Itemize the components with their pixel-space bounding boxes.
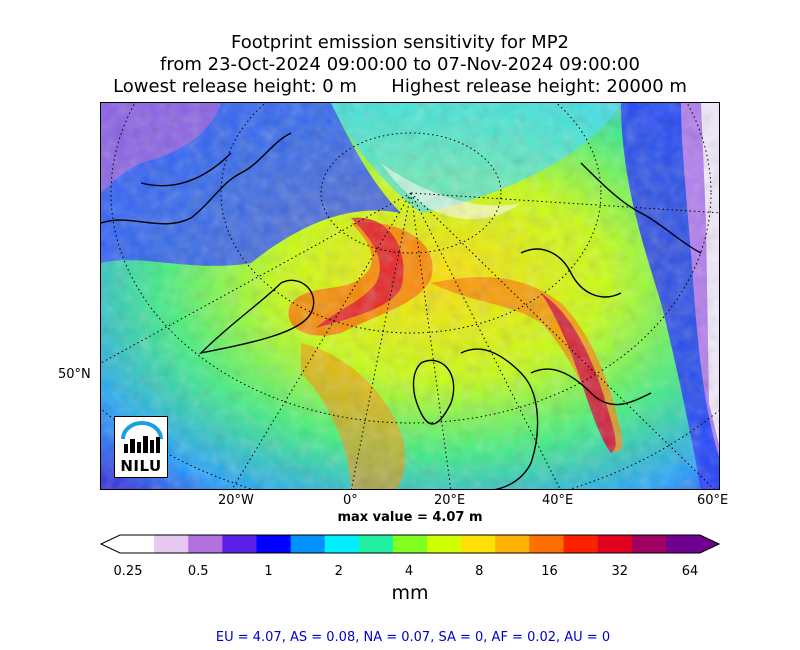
longitude-label-40e: 40°E (542, 493, 574, 508)
colorbar-segment (256, 535, 292, 553)
logo-text: NILU (120, 457, 162, 475)
coastline-svalbard (520, 248, 622, 298)
colorbar-segment (563, 535, 599, 553)
map-canvas (101, 103, 719, 489)
colorbar-segments (101, 535, 719, 553)
colorbar-segment (290, 535, 326, 553)
colorbar-segment (665, 535, 701, 553)
colorbar-segment (461, 535, 496, 553)
colorbar-tick-label: 4 (404, 564, 414, 579)
colorbar-tick-label: 0.25 (113, 564, 143, 579)
colorbar-tick-label: 8 (475, 564, 484, 579)
colorbar-segment (392, 535, 428, 553)
colorbar-tick-label: 0.5 (187, 564, 209, 579)
coastline-scandinavia (460, 348, 539, 489)
colorbar-segment (222, 535, 257, 553)
colorbar-tick-label: 16 (541, 564, 558, 579)
longitude-label-20e: 20°E (434, 493, 466, 508)
colorbar-tick-label: 1 (264, 564, 273, 579)
longitude-label-60e: 60°E (697, 493, 729, 508)
colorbar-segment (529, 535, 565, 553)
colorbar-arrow-high (700, 535, 719, 553)
latitude-label-50n: 50°N (58, 367, 91, 382)
colorbar-tick-label: 32 (611, 564, 629, 579)
colorbar-segment (495, 535, 530, 553)
longitude-label-0: 0° (343, 493, 358, 508)
coastline-canada (140, 152, 232, 187)
colorbar-segment (427, 535, 462, 553)
meridian-40e (410, 192, 561, 489)
max-value-label: max value = 4.07 m (337, 510, 483, 525)
colorbar-tick-label: 2 (334, 564, 343, 579)
footprint-map (100, 102, 720, 490)
meridian-0 (350, 192, 412, 489)
coastline-britain (412, 359, 455, 425)
graticule (101, 103, 719, 489)
meridian-20e (410, 192, 452, 489)
coastline-iceland (198, 279, 315, 355)
latitude-circle-80 (320, 132, 502, 254)
field-texture (101, 103, 719, 489)
title-line-2: from 23-Oct-2024 09:00:00 to 07-Nov-2024… (160, 54, 640, 75)
latitude-circle-70 (220, 103, 602, 334)
colorbar-segment (358, 535, 394, 553)
colorbar-segment (324, 535, 360, 553)
colorbar-segment (188, 535, 223, 553)
title-line-1: Footprint emission sensitivity for MP2 (230, 32, 569, 53)
colorbar-segment (154, 535, 189, 553)
colorbar-tick-label: 64 (681, 564, 699, 579)
colorbar-segment (120, 535, 155, 553)
latitude-circle-60 (110, 103, 712, 424)
nilu-logo: NILU (114, 416, 168, 478)
coastline-russia (530, 368, 652, 406)
nilu-logo-icon (121, 421, 163, 453)
colorbar-outline (100, 534, 720, 554)
coastline-siberia (580, 162, 702, 254)
coastline-greenland (101, 132, 292, 225)
coastlines (101, 132, 702, 489)
colorbar-segment (597, 535, 633, 553)
meridian-40w (101, 192, 412, 364)
colorbar-units: mm (391, 582, 429, 604)
colorbar-arrow-low (101, 535, 120, 553)
longitude-label-20w: 20°W (218, 493, 254, 508)
title-line-3: Lowest release height: 0 m Highest relea… (113, 76, 687, 97)
colorbar-segment (631, 535, 667, 553)
region-values: EU = 4.07, AS = 0.08, NA = 0.07, SA = 0,… (215, 630, 611, 645)
colorbar (100, 534, 720, 554)
